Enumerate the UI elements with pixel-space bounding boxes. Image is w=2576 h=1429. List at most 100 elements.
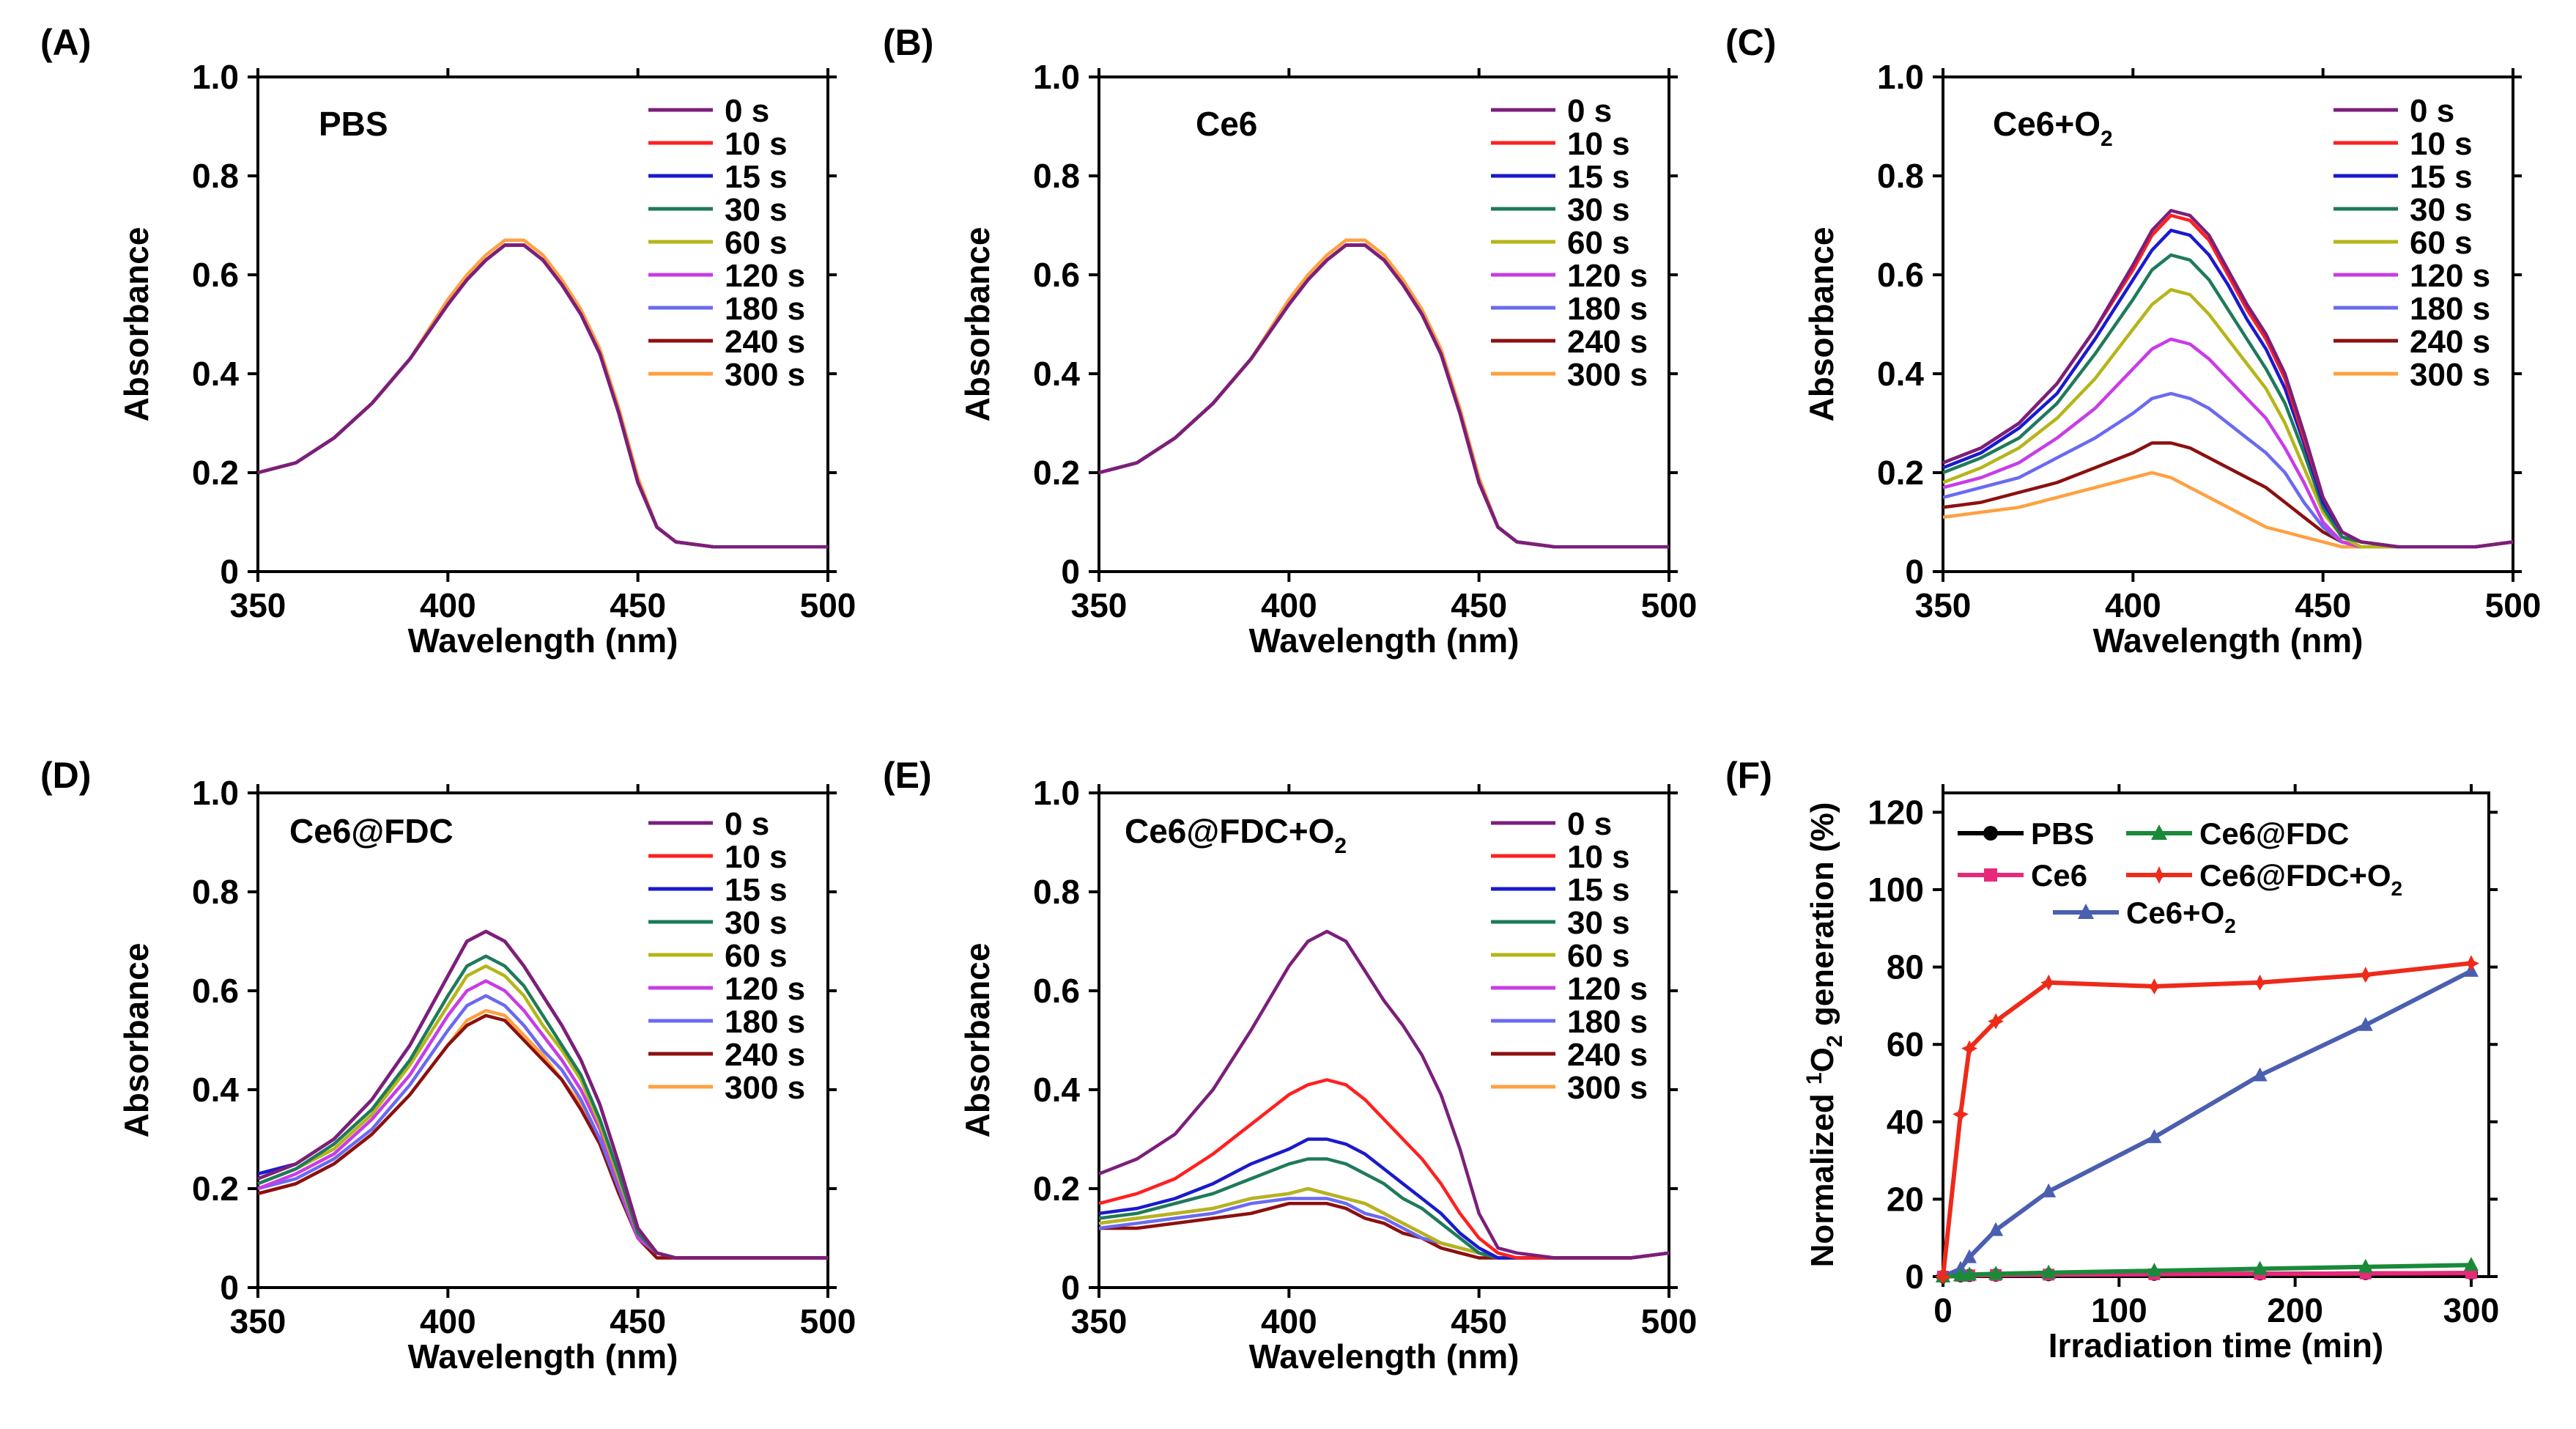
x-tick-label: 450 [2295,586,2351,624]
x-tick-label: 450 [610,586,666,624]
x-tick-label: 450 [1451,586,1507,624]
data-point [2463,1257,2479,1271]
y-axis-label: Absorbance [958,943,996,1138]
legend-label: 300 s [725,1070,805,1106]
legend-label: 10 s [725,839,788,875]
legend-label: 30 s [1567,192,1630,228]
y-tick-label: 0.6 [1877,256,1924,294]
legend-label: 240 s [1567,324,1648,360]
legend-label: 120 s [2410,258,2490,294]
y-tick-label: 80 [1887,948,1924,986]
y-tick-label: 0.6 [1033,972,1080,1010]
x-axis-label: Wavelength (nm) [2093,621,2364,660]
x-tick-label: 0 [1933,1291,1953,1329]
y-tick-label: 120 [1868,793,1924,831]
inset-label: Ce6 [1196,105,1257,143]
legend: PBS Ce6 Ce6+O2 Ce6@FDC Ce6@FDC+O2 [1958,816,2402,937]
x-tick-label: 450 [610,1302,666,1340]
x-tick-label: 450 [1451,1302,1507,1340]
legend-label: 15 s [725,159,788,195]
legend-label: 180 s [2410,291,2490,327]
data-point [2146,978,2163,994]
legend-marker [2151,824,2167,840]
panel-a: (A) 350 400 450 500 0 0.2 0.4 0.6 0.8 1.0 Wavelengt… [40,22,856,660]
y-tick-label: 40 [1887,1103,1924,1141]
legend-label: 120 s [725,971,805,1007]
legend-label: 15 s [1567,872,1630,908]
legend-label: 120 s [1567,971,1648,1007]
panel-label: (D) [40,755,91,796]
panel-label: (F) [1725,755,1772,796]
x-tick-label: 400 [1261,1302,1317,1340]
legend-marker [1984,868,1997,882]
data-point [2041,1183,2057,1197]
x-tick-label: 350 [230,586,286,624]
y-axis-label: Absorbance [117,227,155,422]
inset-label: Ce6@FDC+O2 [1125,812,1347,858]
series-line-240-s [1942,441,2514,549]
series-group [1942,209,2514,549]
legend-label: 240 s [725,324,805,360]
y-tick-label: 0.2 [1877,454,1924,492]
x-tick-label: 500 [1641,1302,1698,1340]
legend-label: 15 s [1567,159,1630,195]
data-point [2357,967,2374,983]
panel-d: (D) 350 400 450 500 0 0.2 0.4 0.6 0.8 1.0 Wavelengt… [40,755,856,1376]
y-tick-label: 0.4 [192,355,239,393]
x-tick-label: 400 [2105,586,2161,624]
y-tick-label: 0.8 [1033,873,1080,911]
inset-label: Ce6+O2 [1993,105,2113,151]
y-tick-label: 0 [1905,553,1924,591]
series-line-ce6-o [1942,969,2473,1279]
inset-label: PBS [319,105,388,143]
data-point [1953,1106,1969,1123]
y-tick-label: 0.6 [1033,256,1080,294]
legend-marker [2078,904,2094,919]
y-tick-label: 0 [1905,1258,1924,1296]
legend-label: Ce6@FDC [2199,816,2349,851]
inset-label: Ce6@FDC [289,812,454,850]
legend-marker [2150,866,2168,884]
legend-label: 300 s [1567,357,1648,393]
y-axis-label: Absorbance [117,943,155,1138]
legend-label: 180 s [725,1004,805,1040]
y-axis-label: Normalized 1O2 generation (%) [1802,802,1847,1268]
data-point [2252,1067,2268,1082]
data-point [1988,1013,2005,1030]
data-point [2040,974,2057,991]
x-tick-label: 500 [2485,586,2542,624]
legend-label: 60 s [1567,938,1630,974]
legend-label: PBS [2031,816,2094,851]
data-point [1961,1040,1978,1057]
y-tick-label: 1.0 [1033,774,1080,812]
legend-label: 15 s [725,872,788,908]
y-tick-label: 0 [220,553,239,591]
panel-f: (F) 0 100 200 300 0 20 40 60 80 100 120 Irradiation … [1725,755,2499,1365]
axes-frame [256,75,829,573]
y-tick-label: 0.2 [1033,454,1080,492]
legend-label: 0 s [1567,806,1612,842]
x-tick-label: 350 [1071,1302,1128,1340]
series-group [1935,955,2479,1285]
legend-label: 240 s [1567,1037,1648,1073]
legend-label: 60 s [1567,225,1630,261]
series-line-300-s [1942,470,2514,549]
x-axis-label: Irradiation time (min) [2048,1326,2383,1365]
legend-label: 60 s [725,938,788,974]
legend-label: 30 s [725,905,788,941]
legend-label: 10 s [725,126,788,162]
axes-frame [1098,75,1670,573]
legend-label: 30 s [1567,905,1630,941]
x-tick-label: 350 [1915,586,1972,624]
series-group [257,929,828,1260]
y-tick-label: 100 [1868,871,1924,909]
data-point [1988,1266,2004,1280]
x-axis-label: Wavelength (nm) [1249,1337,1520,1376]
data-point [2252,1260,2268,1275]
x-tick-label: 500 [800,1302,856,1340]
x-tick-label: 200 [2267,1291,2323,1329]
panel-b: (B) 350 400 450 500 0 0.2 0.4 0.6 0.8 1.0 Wavelengt… [883,22,1697,660]
y-tick-label: 20 [1887,1180,1924,1218]
